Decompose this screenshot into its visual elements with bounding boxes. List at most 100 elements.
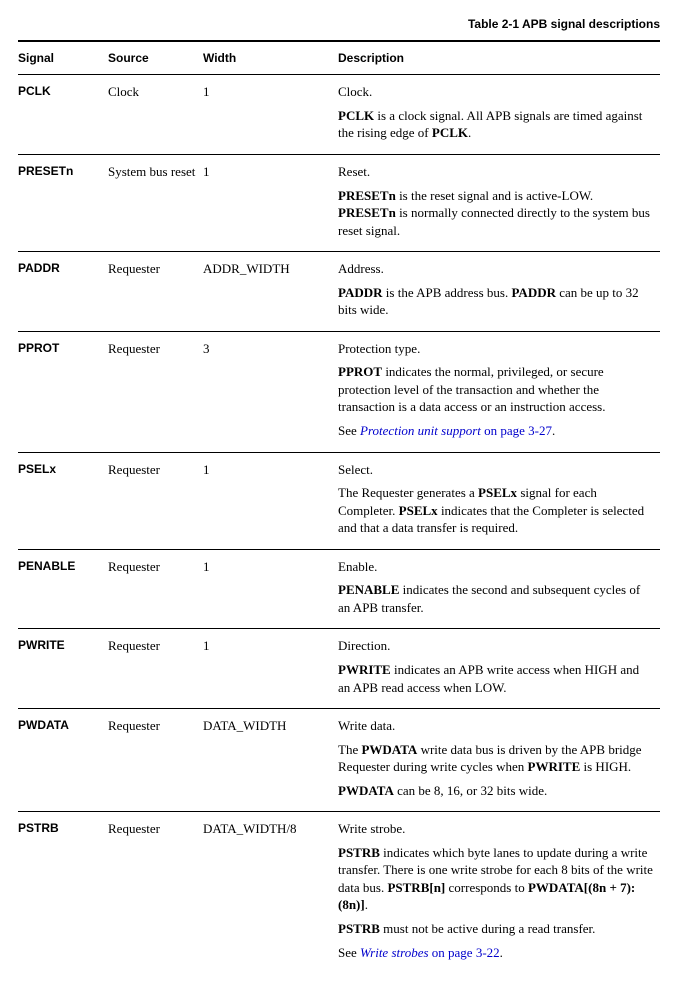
text-run: . xyxy=(468,125,471,140)
cell-source: Requester xyxy=(108,452,203,549)
cell-signal: PRESETn xyxy=(18,155,108,252)
cell-source: Requester xyxy=(108,331,203,452)
col-source: Source xyxy=(108,41,203,75)
text-run: Protection type. xyxy=(338,341,420,356)
cell-source: Requester xyxy=(108,252,203,332)
cell-source: Requester xyxy=(108,812,203,973)
bold-term: PWDATA xyxy=(361,742,417,757)
desc-paragraph: PSTRB indicates which byte lanes to upda… xyxy=(338,844,654,914)
text-run: is HIGH. xyxy=(580,759,631,774)
desc-paragraph: Write data. xyxy=(338,717,654,735)
desc-paragraph: PENABLE indicates the second and subsequ… xyxy=(338,581,654,616)
bold-term: PSTRB xyxy=(338,845,380,860)
text-run: Clock. xyxy=(338,84,372,99)
cell-signal: PCLK xyxy=(18,75,108,155)
cell-description: Enable. PENABLE indicates the second and … xyxy=(338,549,660,629)
cross-ref-link[interactable]: Write strobes xyxy=(360,945,429,960)
desc-paragraph: Reset. xyxy=(338,163,654,181)
bold-term: PCLK xyxy=(432,125,468,140)
cell-description: Direction. PWRITE indicates an APB write … xyxy=(338,629,660,709)
desc-paragraph: PADDR is the APB address bus. PADDR can … xyxy=(338,284,654,319)
text-run: Select. xyxy=(338,462,373,477)
text-run: Reset. xyxy=(338,164,370,179)
cell-width: 1 xyxy=(203,75,338,155)
text-run: Write strobe. xyxy=(338,821,405,836)
desc-paragraph: PCLK is a clock signal. All APB signals … xyxy=(338,107,654,142)
cell-width: 1 xyxy=(203,452,338,549)
bold-term: PWRITE xyxy=(528,759,581,774)
cell-width: DATA_WIDTH xyxy=(203,709,338,812)
cell-width: 3 xyxy=(203,331,338,452)
cell-signal: PPROT xyxy=(18,331,108,452)
table-row: PWRITERequester1Direction.PWRITE indicat… xyxy=(18,629,660,709)
bold-term: PPROT xyxy=(338,364,382,379)
desc-paragraph: Enable. xyxy=(338,558,654,576)
cell-source: Clock xyxy=(108,75,203,155)
cell-width: ADDR_WIDTH xyxy=(203,252,338,332)
desc-paragraph: Address. xyxy=(338,260,654,278)
table-row: PCLKClock1Clock.PCLK is a clock signal. … xyxy=(18,75,660,155)
table-row: PENABLE Requester1Enable. PENABLE indicate… xyxy=(18,549,660,629)
desc-paragraph: PPROT indicates the normal, privileged, … xyxy=(338,363,654,416)
bold-term: PWRITE xyxy=(338,662,391,677)
table-row: PRESETnSystem bus reset1Reset.PRESETn is… xyxy=(18,155,660,252)
cell-description: Address. PADDR is the APB address bus. PA… xyxy=(338,252,660,332)
text-run: Write data. xyxy=(338,718,395,733)
bold-term: PSTRB xyxy=(338,921,380,936)
table-header-row: Signal Source Width Description xyxy=(18,41,660,75)
col-description: Description xyxy=(338,41,660,75)
cross-ref-tail[interactable]: on page 3-27 xyxy=(481,423,552,438)
cell-signal: PSELx xyxy=(18,452,108,549)
desc-paragraph: Clock. xyxy=(338,83,654,101)
text-run: . xyxy=(365,897,368,912)
cell-width: 1 xyxy=(203,629,338,709)
desc-paragraph: Write strobe. xyxy=(338,820,654,838)
text-run: is the APB address bus. xyxy=(383,285,512,300)
text-run: . xyxy=(552,423,555,438)
text-run: corresponds to xyxy=(445,880,528,895)
col-width: Width xyxy=(203,41,338,75)
text-run: The Requester generates a xyxy=(338,485,478,500)
text-run: . xyxy=(500,945,503,960)
text-run: Enable. xyxy=(338,559,377,574)
text-run: The xyxy=(338,742,361,757)
bold-term: PCLK xyxy=(338,108,374,123)
cell-width: 1 xyxy=(203,155,338,252)
bold-term: PADDR xyxy=(511,285,556,300)
cell-width: DATA_WIDTH/8 xyxy=(203,812,338,973)
cross-ref-link[interactable]: Protection unit support xyxy=(360,423,481,438)
table-row: PSTRBRequesterDATA_WIDTH/8Write strobe.P… xyxy=(18,812,660,973)
bold-term: PWDATA xyxy=(338,783,394,798)
cell-signal: PWRITE xyxy=(18,629,108,709)
desc-paragraph: The Requester generates a PSELx signal f… xyxy=(338,484,654,537)
cell-signal: PSTRB xyxy=(18,812,108,973)
cell-description: Reset. PRESETn is the reset signal and is… xyxy=(338,155,660,252)
desc-paragraph: Direction. xyxy=(338,637,654,655)
cell-signal: PADDR xyxy=(18,252,108,332)
desc-paragraph: The PWDATA write data bus is driven by t… xyxy=(338,741,654,776)
cell-width: 1 xyxy=(203,549,338,629)
bold-term: PENABLE xyxy=(338,582,399,597)
text-run: is a clock signal. All APB signals are t… xyxy=(338,108,642,141)
text-run: is the reset signal and is active-LOW. xyxy=(396,188,593,203)
bold-term: PRESETn xyxy=(338,205,396,220)
cell-description: Write strobe. PSTRB indicates which byte … xyxy=(338,812,660,973)
signal-table: Signal Source Width Description PCLKCloc… xyxy=(18,40,660,973)
desc-paragraph: Protection type. xyxy=(338,340,654,358)
cell-description: Select. The Requester generates a PSELx s… xyxy=(338,452,660,549)
table-row: PADDRRequesterADDR_WIDTHAddress.PADDR is… xyxy=(18,252,660,332)
cell-description: Write data. The PWDATA write data bus is … xyxy=(338,709,660,812)
cell-source: Requester xyxy=(108,549,203,629)
text-run: Address. xyxy=(338,261,384,276)
desc-paragraph: PWDATA can be 8, 16, or 32 bits wide. xyxy=(338,782,654,800)
cross-ref-tail[interactable]: on page 3-22 xyxy=(429,945,500,960)
col-signal: Signal xyxy=(18,41,108,75)
desc-paragraph: PWRITE indicates an APB write access whe… xyxy=(338,661,654,696)
cell-source: System bus reset xyxy=(108,155,203,252)
cell-description: Clock. PCLK is a clock signal. All APB si… xyxy=(338,75,660,155)
cell-signal: PWDATA xyxy=(18,709,108,812)
bold-term: PSTRB[n] xyxy=(387,880,445,895)
text-run: must not be active during a read transfe… xyxy=(380,921,596,936)
desc-paragraph: Select. xyxy=(338,461,654,479)
bold-term: PSELx xyxy=(399,503,438,518)
